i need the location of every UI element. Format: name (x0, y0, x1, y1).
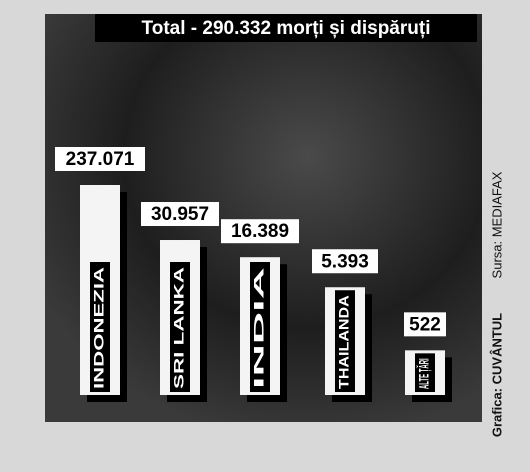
value-label: 16.389 (231, 221, 289, 242)
value-label: 237.071 (66, 149, 135, 170)
page: {"chart_data": {"type": "bar", "title": … (0, 0, 530, 472)
value-label: 522 (409, 314, 441, 335)
category-label: THAILANDA (336, 295, 352, 389)
value-label: 30.957 (151, 204, 209, 225)
chart-title: Total - 290.332 morți și dispăruți (142, 18, 431, 39)
category-label: INDONEZIA (91, 267, 107, 389)
category-label: INDIA (251, 267, 267, 389)
source: Sursa: MEDIAFAX (489, 171, 504, 278)
category-label: ALTE ȚĂRI (416, 358, 432, 389)
chart: Total - 290.332 morți și dispăruți Sursa… (0, 0, 530, 472)
credit: Grafica: CUVÂNTUL (489, 313, 504, 437)
category-label: SRI LANKA (171, 267, 187, 389)
value-label: 5.393 (321, 251, 369, 272)
